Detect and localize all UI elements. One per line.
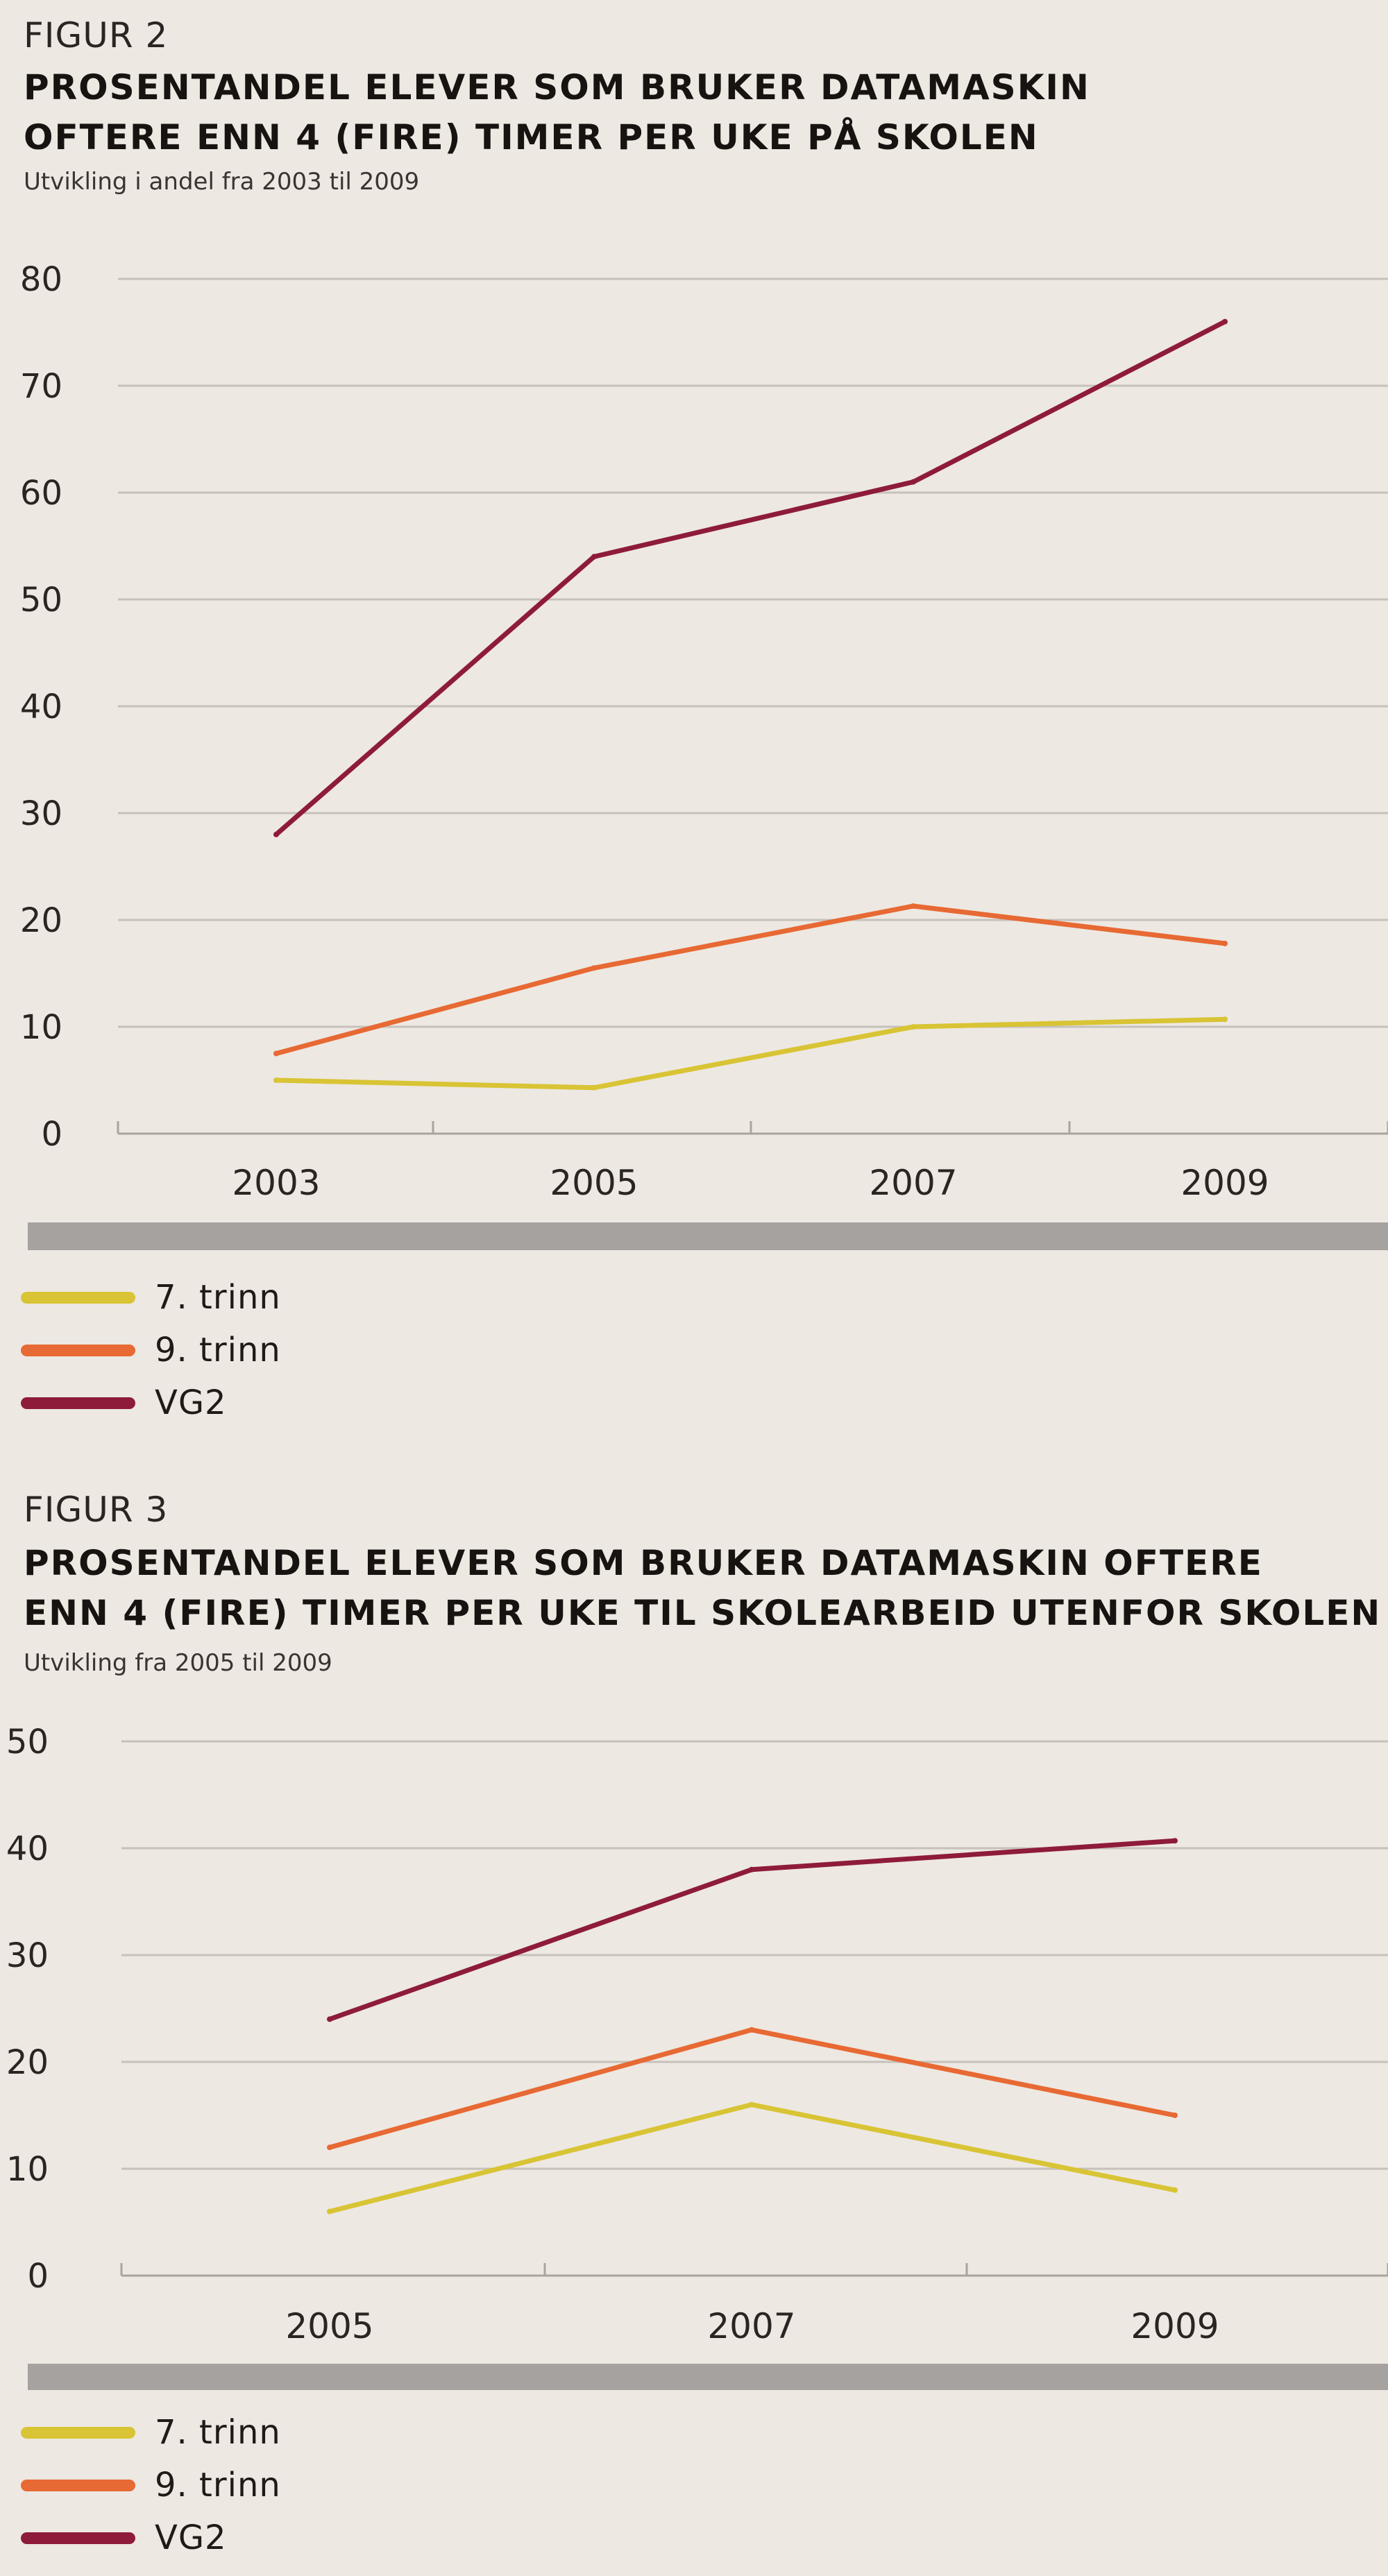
y-tick-label: 80	[20, 260, 62, 299]
figure-subtitle: Utvikling fra 2005 til 2009	[24, 1649, 332, 1677]
legend-swatch	[21, 2426, 135, 2439]
line-chart: 0 10 20 30 40 50 60 70 80 2003 2005 2007 2009	[20, 260, 1388, 1250]
figure-3: FIGUR 3 PROSENTANDEL ELEVER SOM BRUKER D…	[0, 1467, 1388, 2576]
x-tick-label: 2009	[1180, 1163, 1269, 1203]
line-chart: 0 10 20 30 40 50 2005 2007 2009	[6, 1723, 1388, 2390]
legend-item: 9. trinn	[21, 1324, 281, 1376]
y-tick-label: 20	[6, 2043, 49, 2082]
data-point	[273, 831, 279, 837]
y-tick-label: 10	[6, 2150, 49, 2189]
series-line	[273, 1016, 1228, 1091]
figure-subtitle: Utvikling i andel fra 2003 til 2009	[24, 168, 420, 196]
data-point	[591, 1084, 597, 1091]
data-point	[327, 2144, 332, 2151]
data-point	[911, 1024, 916, 1030]
y-tick-label: 50	[20, 581, 62, 620]
legend-swatch	[21, 2532, 135, 2544]
gridlines	[121, 1740, 1388, 2170]
y-tick-label: 40	[6, 1829, 49, 1868]
y-tick-label: 20	[20, 901, 62, 940]
gridlines	[118, 278, 1388, 1028]
separator-band	[28, 1222, 1388, 1250]
x-tick-label: 2007	[707, 2306, 795, 2346]
figure-label: FIGUR 3	[24, 1490, 169, 1530]
data-point	[749, 2101, 754, 2108]
series-line	[327, 2102, 1178, 2215]
y-tick-label: 40	[20, 688, 62, 726]
legend-label: 9. trinn	[155, 2466, 281, 2505]
legend-label: VG2	[155, 2518, 227, 2557]
legend-label: 7. trinn	[155, 2413, 281, 2452]
data-point	[591, 554, 597, 560]
x-tick-label: 2005	[550, 1163, 638, 1203]
data-point	[1222, 940, 1228, 946]
legend-item: 9. trinn	[21, 2459, 281, 2511]
data-point	[273, 1077, 279, 1083]
data-point	[591, 965, 597, 971]
figure-title-line: PROSENTANDEL ELEVER SOM BRUKER DATAMASKI…	[24, 67, 1090, 108]
y-tick-label: 60	[20, 474, 62, 513]
data-point	[1172, 1838, 1178, 1844]
data-point	[911, 903, 916, 909]
figure-title-line: ENN 4 (FIRE) TIMER PER UKE TIL SKOLEARBE…	[24, 1593, 1382, 1633]
legend-swatch	[21, 2479, 135, 2491]
legend-swatch	[21, 1344, 135, 1356]
figure-title-line: OFTERE ENN 4 (FIRE) TIMER PER UKE PÅ SKO…	[24, 117, 1039, 157]
x-tick-label: 2007	[869, 1163, 957, 1203]
y-tick-label: 70	[20, 367, 62, 406]
figure-label: FIGUR 2	[24, 15, 169, 56]
x-tick-label: 2005	[285, 2306, 373, 2346]
data-point	[327, 2016, 332, 2022]
chart-legend: 7. trinn 9. trinn VG2	[21, 2406, 281, 2564]
y-tick-label: 30	[20, 794, 62, 833]
legend-item: VG2	[21, 1376, 281, 1429]
legend-label: VG2	[155, 1383, 227, 1422]
figure-title-line: PROSENTANDEL ELEVER SOM BRUKER DATAMASKI…	[24, 1543, 1263, 1583]
legend-label: 9. trinn	[155, 1331, 281, 1370]
data-point	[1222, 1016, 1228, 1023]
data-point	[1172, 2113, 1178, 2118]
legend-swatch	[21, 1291, 135, 1304]
data-point	[327, 2208, 332, 2215]
y-tick-label: 50	[6, 1723, 49, 1762]
series-line	[273, 903, 1228, 1056]
series-line	[273, 319, 1228, 837]
legend-swatch	[21, 1397, 135, 1409]
legend-label: 7. trinn	[155, 1278, 281, 1317]
y-tick-label: 0	[27, 2257, 49, 2296]
legend-item: 7. trinn	[21, 1271, 281, 1324]
x-tick-label: 2003	[232, 1163, 320, 1203]
y-tick-label: 0	[41, 1115, 62, 1154]
chart-legend: 7. trinn 9. trinn VG2	[21, 1271, 281, 1429]
data-point	[749, 2027, 754, 2033]
data-point	[1172, 2187, 1178, 2193]
data-point	[1222, 318, 1228, 325]
data-point	[911, 479, 916, 485]
data-point	[273, 1050, 279, 1057]
y-tick-label: 10	[20, 1008, 62, 1047]
series-line	[327, 2027, 1178, 2150]
y-tick-label: 30	[6, 1936, 49, 1975]
separator-band	[28, 2364, 1388, 2390]
figure-2: FIGUR 2 PROSENTANDEL ELEVER SOM BRUKER D…	[20, 15, 1388, 1429]
legend-item: VG2	[21, 2511, 281, 2564]
figure-title: PROSENTANDEL ELEVER SOM BRUKER DATAMASKI…	[24, 62, 1090, 162]
x-tick-label: 2009	[1131, 2306, 1219, 2346]
data-point	[749, 1866, 754, 1873]
figure-title: PROSENTANDEL ELEVER SOM BRUKER DATAMASKI…	[24, 1538, 1381, 1638]
legend-item: 7. trinn	[21, 2406, 281, 2459]
